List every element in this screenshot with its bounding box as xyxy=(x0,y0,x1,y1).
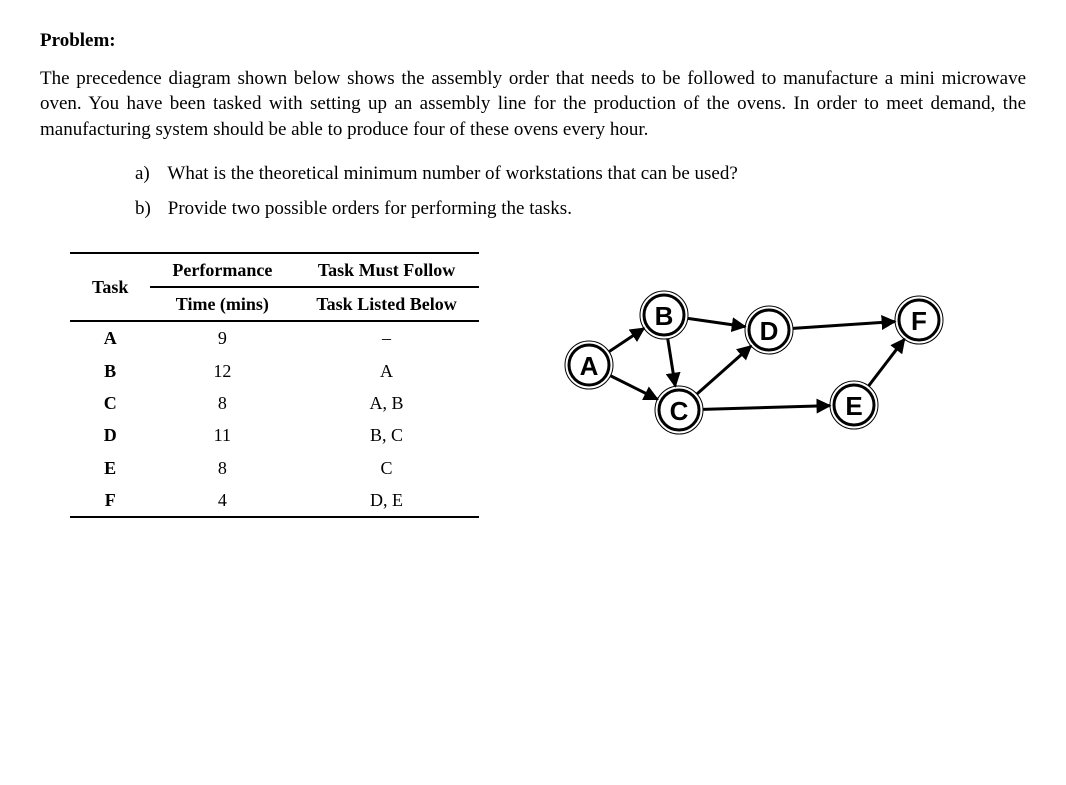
cell-task: F xyxy=(70,484,150,517)
problem-statement: The precedence diagram shown below shows… xyxy=(40,66,1026,143)
problem-heading: Problem: xyxy=(40,28,1026,54)
edge-E-F xyxy=(868,339,904,386)
cell-task: E xyxy=(70,452,150,484)
table-row: F 4 D, E xyxy=(70,484,479,517)
cell-task: A xyxy=(70,321,150,354)
edge-C-E xyxy=(703,406,830,410)
cell-follow: – xyxy=(294,321,478,354)
svg-text:C: C xyxy=(669,396,688,426)
question-b: b) Provide two possible orders for perfo… xyxy=(135,196,1026,222)
cell-time: 8 xyxy=(150,387,294,419)
cell-follow: B, C xyxy=(294,419,478,451)
cell-time: 11 xyxy=(150,419,294,451)
diagram-svg: A B C D E F xyxy=(549,270,959,460)
cell-follow: A, B xyxy=(294,387,478,419)
cell-time: 4 xyxy=(150,484,294,517)
question-b-text: Provide two possible orders for performi… xyxy=(168,198,572,219)
node-D: D xyxy=(745,306,793,354)
col-perf-1: Performance xyxy=(150,253,294,287)
svg-text:D: D xyxy=(759,316,778,346)
question-b-marker: b) xyxy=(135,196,163,222)
svg-text:F: F xyxy=(911,306,927,336)
table-row: A 9 – xyxy=(70,321,479,354)
precedence-diagram: A B C D E F xyxy=(549,270,959,468)
svg-text:B: B xyxy=(654,301,673,331)
cell-task: C xyxy=(70,387,150,419)
edge-C-D xyxy=(697,346,751,394)
cell-time: 12 xyxy=(150,355,294,387)
node-E: E xyxy=(830,381,878,429)
table-row: B 12 A xyxy=(70,355,479,387)
question-a: a) What is the theoretical minimum numbe… xyxy=(135,161,1026,187)
cell-follow: C xyxy=(294,452,478,484)
cell-time: 8 xyxy=(150,452,294,484)
question-list: a) What is the theoretical minimum numbe… xyxy=(135,161,1026,222)
svg-text:E: E xyxy=(845,391,862,421)
cell-task: D xyxy=(70,419,150,451)
node-C: C xyxy=(655,386,703,434)
content-row: Task Performance Task Must Follow Time (… xyxy=(70,252,1026,518)
col-follow-1: Task Must Follow xyxy=(294,253,478,287)
edge-A-C xyxy=(610,376,657,400)
question-a-marker: a) xyxy=(135,161,163,187)
table-row: E 8 C xyxy=(70,452,479,484)
edge-B-C xyxy=(667,339,675,387)
edge-D-F xyxy=(793,321,895,328)
node-B: B xyxy=(640,291,688,339)
col-follow-2: Task Listed Below xyxy=(294,287,478,321)
precedence-table: Task Performance Task Must Follow Time (… xyxy=(70,252,479,518)
table-row: C 8 A, B xyxy=(70,387,479,419)
col-task: Task xyxy=(70,253,150,322)
table-row: D 11 B, C xyxy=(70,419,479,451)
svg-text:A: A xyxy=(579,351,598,381)
cell-time: 9 xyxy=(150,321,294,354)
question-a-text: What is the theoretical minimum number o… xyxy=(167,163,737,184)
col-perf-2: Time (mins) xyxy=(150,287,294,321)
node-A: A xyxy=(565,341,613,389)
cell-follow: A xyxy=(294,355,478,387)
edge-B-D xyxy=(687,318,744,326)
cell-follow: D, E xyxy=(294,484,478,517)
edge-A-B xyxy=(609,328,644,351)
node-F: F xyxy=(895,296,943,344)
cell-task: B xyxy=(70,355,150,387)
